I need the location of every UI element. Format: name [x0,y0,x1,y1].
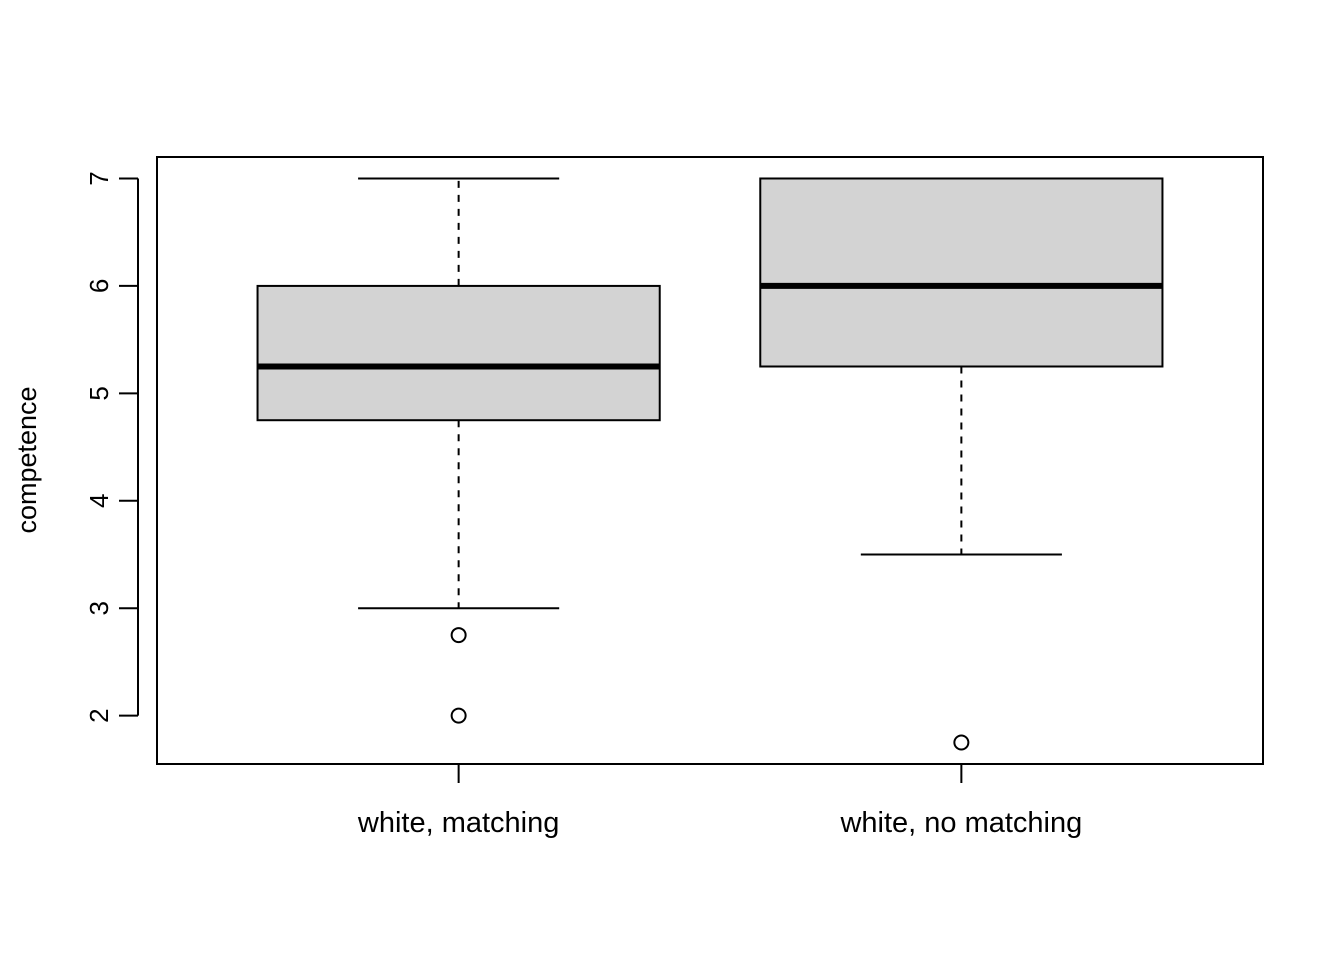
y-axis-label: competence [12,386,42,533]
plot-frame [156,156,1264,765]
y-tick-label: 3 [84,601,114,615]
y-tick-label: 2 [84,708,114,722]
x-category-label: white, matching [357,807,560,839]
y-tick-label: 4 [84,494,114,508]
outlier-point [450,627,467,644]
box-2 [759,177,1164,751]
iqr-box [256,284,661,422]
y-tick-label: 6 [84,279,114,293]
outlier-point [450,707,467,724]
y-tick-label: 7 [84,171,114,185]
outlier-point [953,734,970,751]
iqr-box [759,177,1164,368]
x-category-label: white, no matching [839,807,1082,839]
box-1 [256,177,661,724]
y-axis: 2 3 4 5 6 7 [84,171,139,723]
x-axis: white, matching white, no matching [357,764,1082,839]
y-tick-label: 5 [84,386,114,400]
boxes-group [256,177,1164,751]
